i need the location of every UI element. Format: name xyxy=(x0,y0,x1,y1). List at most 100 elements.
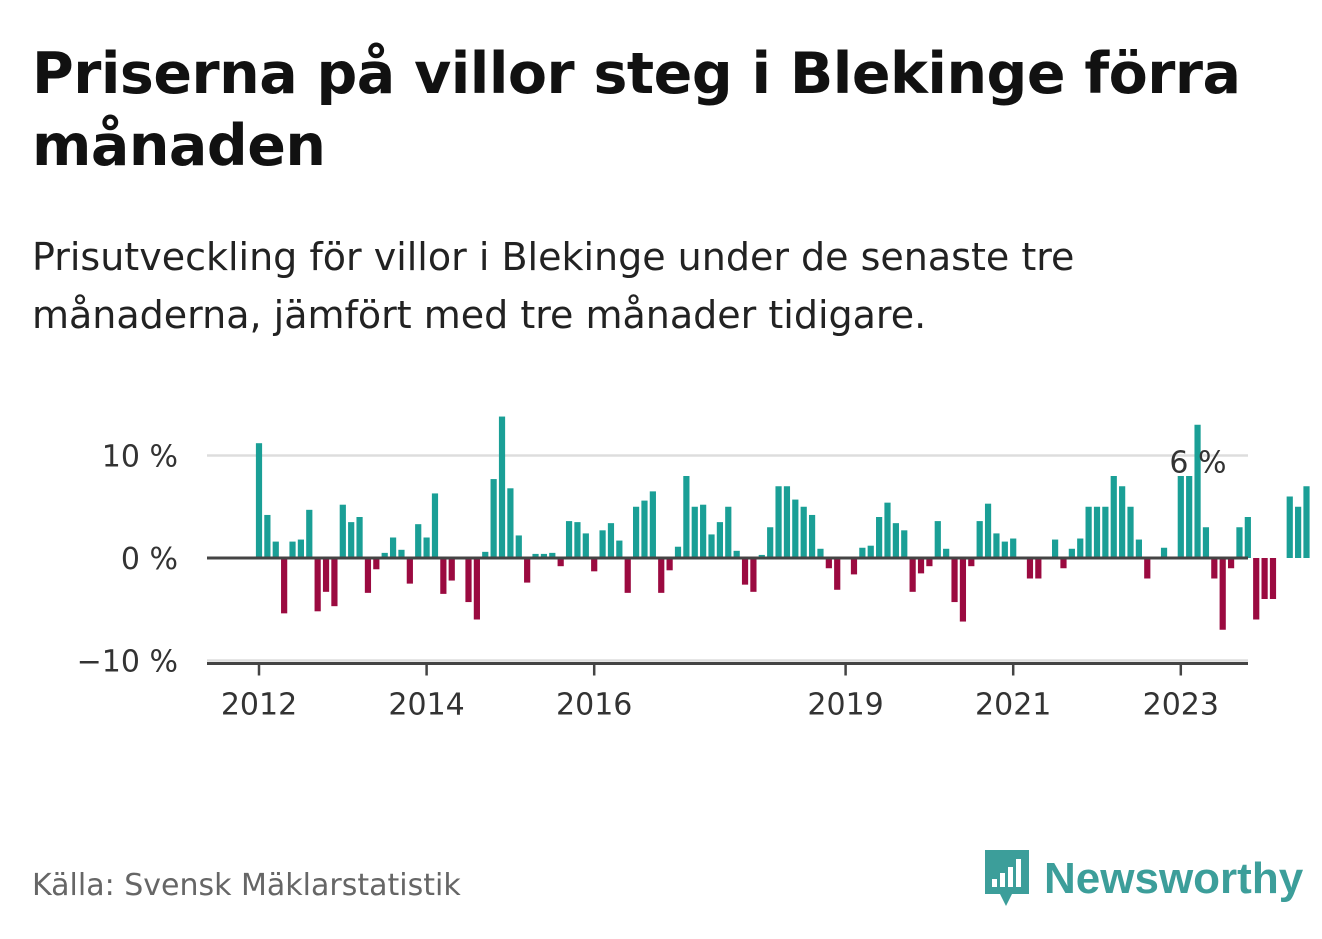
bar xyxy=(549,552,556,558)
bar xyxy=(1211,558,1218,579)
x-tick-label: 2023 xyxy=(1143,688,1219,723)
bar xyxy=(524,558,531,583)
bar xyxy=(683,476,690,558)
bar xyxy=(1102,506,1109,558)
y-tick-label: 0 % xyxy=(121,542,178,577)
bar xyxy=(1060,558,1067,569)
bar xyxy=(767,527,774,558)
bar xyxy=(1286,496,1293,558)
brand-logo[interactable]: Newsworthy xyxy=(982,848,1303,910)
bar xyxy=(876,517,883,558)
bar xyxy=(1001,541,1008,558)
bar xyxy=(498,416,506,558)
bar xyxy=(540,553,548,558)
bar xyxy=(473,558,480,620)
bar xyxy=(490,479,497,558)
bar-series xyxy=(255,416,1310,630)
bar xyxy=(725,506,732,558)
x-tick-label: 2014 xyxy=(388,688,464,723)
bar xyxy=(364,558,372,593)
bar xyxy=(398,549,405,558)
bar xyxy=(582,533,589,558)
bar xyxy=(1186,476,1193,558)
chart-subtitle: Prisutveckling för villor i Blekinge und… xyxy=(32,235,1075,337)
bar xyxy=(423,537,430,558)
bar xyxy=(674,546,682,558)
bar xyxy=(599,530,606,558)
last-value-label: 6 % xyxy=(1169,446,1226,481)
bar xyxy=(993,533,1000,558)
bar xyxy=(565,521,573,558)
bar xyxy=(926,558,933,567)
newsworthy-logo-icon xyxy=(985,850,1029,906)
bar xyxy=(532,553,539,558)
bar xyxy=(1160,547,1168,558)
bar xyxy=(733,550,740,558)
axes xyxy=(207,556,1248,676)
brand-name: Newsworthy xyxy=(1044,854,1304,903)
bar xyxy=(834,558,841,590)
bar xyxy=(431,493,439,558)
bar xyxy=(1261,558,1268,599)
bar xyxy=(574,522,581,558)
y-tick-label: 10 % xyxy=(102,440,178,475)
bar xyxy=(281,558,288,614)
bar xyxy=(1010,538,1017,558)
bar xyxy=(708,534,715,558)
bar xyxy=(1269,558,1277,599)
bar xyxy=(314,558,321,612)
bar xyxy=(1236,527,1243,558)
bar xyxy=(440,558,447,594)
bar xyxy=(1202,527,1210,558)
bar xyxy=(825,558,832,569)
bar xyxy=(607,523,615,558)
bar-chart: 10 % 0 % −10 % 2012 2014 2016 2019 2021 2023 6 % xyxy=(77,416,1310,723)
bar xyxy=(306,509,313,558)
bar xyxy=(557,558,564,567)
bar xyxy=(1144,558,1151,579)
bar xyxy=(934,521,941,558)
x-tick-label: 2016 xyxy=(556,688,632,723)
bar xyxy=(750,558,757,592)
bar xyxy=(641,500,648,558)
bar xyxy=(959,558,967,622)
axis-labels: 10 % 0 % −10 % 2012 2014 2016 2019 2021 2023 6 % xyxy=(77,440,1227,723)
bar xyxy=(1110,476,1117,558)
bar xyxy=(1068,548,1075,558)
bar xyxy=(1135,539,1142,558)
bar xyxy=(1077,538,1084,558)
bar xyxy=(666,558,673,571)
bar xyxy=(817,548,824,558)
bar xyxy=(775,486,782,558)
bar xyxy=(507,488,514,558)
bar xyxy=(716,522,723,558)
bar xyxy=(406,558,413,584)
bar xyxy=(909,558,916,592)
bar xyxy=(867,545,874,558)
bar xyxy=(515,535,522,558)
bar xyxy=(633,506,640,558)
bar xyxy=(808,514,816,558)
bar xyxy=(850,558,858,575)
bar xyxy=(1219,558,1226,630)
bar xyxy=(741,558,749,585)
bar xyxy=(1177,476,1184,558)
bar xyxy=(389,537,397,558)
bar xyxy=(1035,558,1042,579)
bar xyxy=(783,486,791,558)
bar xyxy=(658,558,665,593)
grid-lines xyxy=(207,454,1248,662)
x-tick-label: 2019 xyxy=(807,688,883,723)
bar xyxy=(1127,506,1134,558)
bar xyxy=(415,524,422,558)
bar xyxy=(892,523,899,558)
bar xyxy=(339,504,346,558)
bar xyxy=(348,522,355,558)
bar xyxy=(917,558,925,574)
bar xyxy=(381,552,388,558)
bar xyxy=(700,504,707,558)
bar xyxy=(1194,424,1201,558)
bar xyxy=(616,540,623,558)
bar xyxy=(691,506,698,558)
bar xyxy=(1052,539,1059,558)
